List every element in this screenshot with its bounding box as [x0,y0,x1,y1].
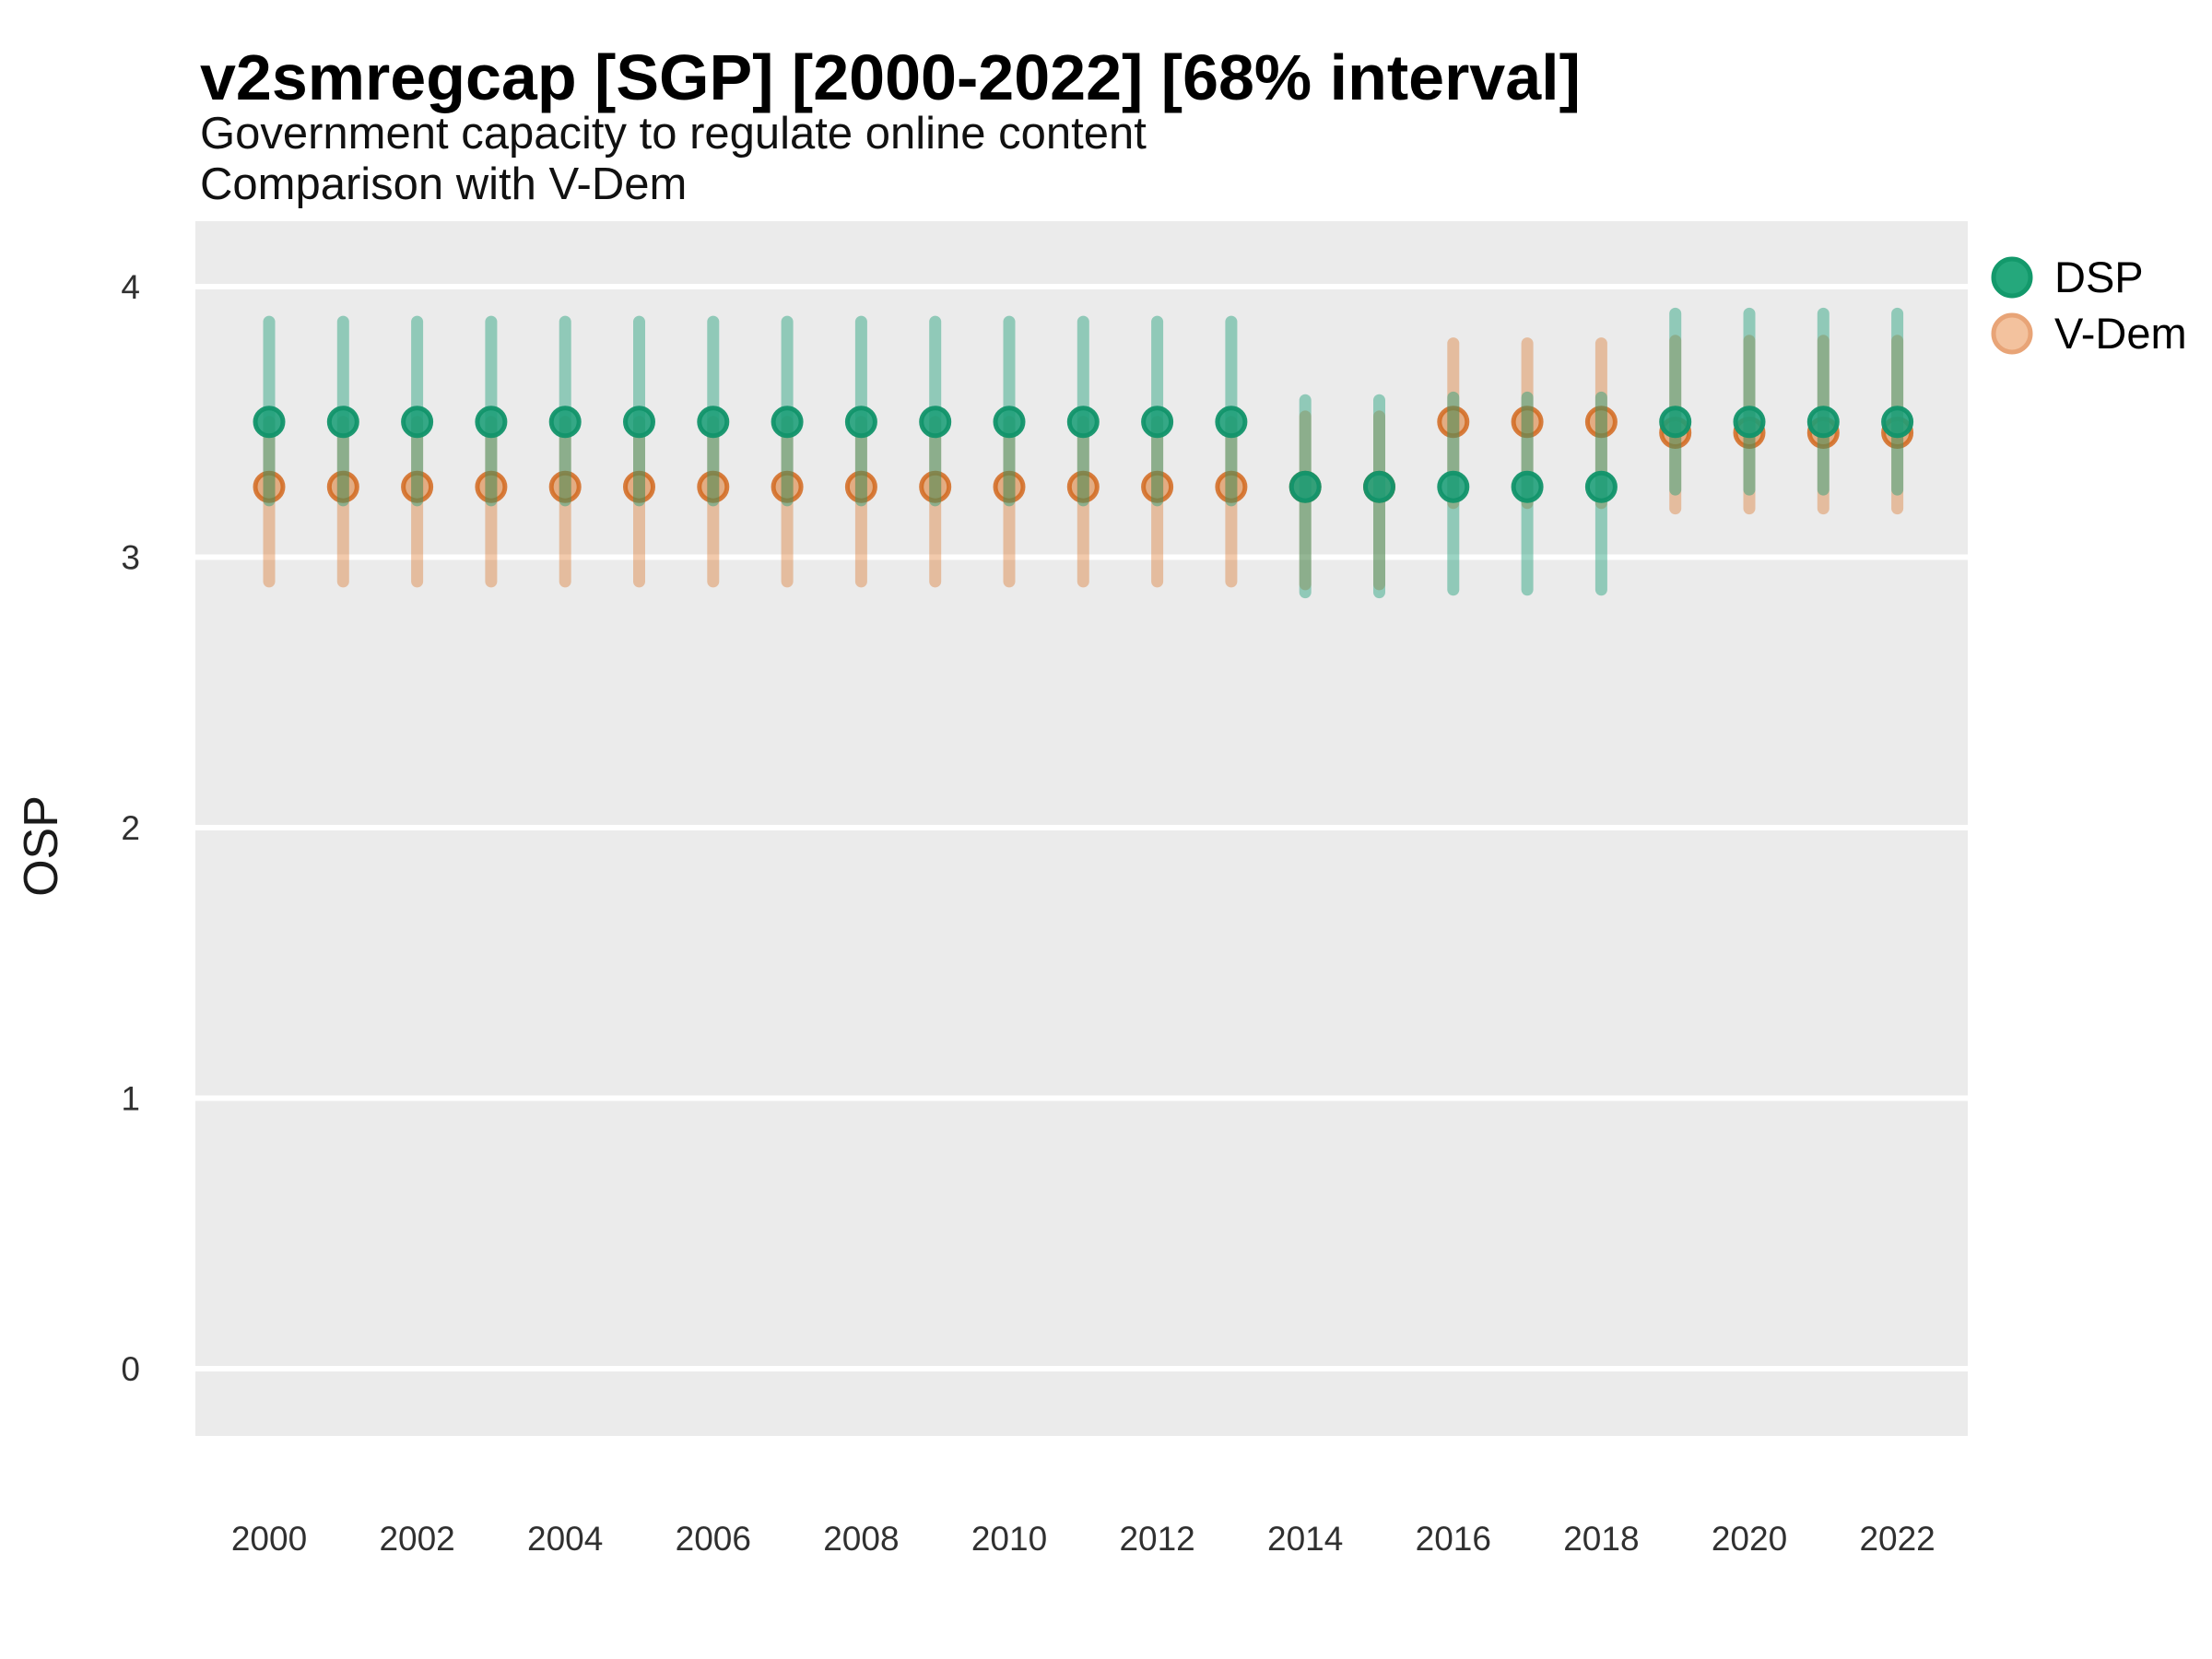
v-dem-point-2012 [1141,470,1174,503]
dsp-point-2004 [548,406,582,439]
y-axis-tick-labels: 4 3 2 1 0 [121,268,140,1388]
v-dem-point-2016 [1437,406,1470,439]
v-dem-point-2003 [475,470,508,503]
dsp-point-2021 [1806,406,1840,439]
dsp-point-2016 [1437,470,1470,503]
legend-vdem-label: V-Dem [2054,309,2187,358]
v-dem-point-2005 [623,470,655,503]
dsp-point-2022 [1881,406,1914,439]
legend-dsp-swatch-icon [1991,256,2033,299]
x-tick-label: 2018 [1563,1520,1639,1558]
chart-subtitle-line2: Comparison with V-Dem [200,159,687,209]
points-dsp [253,406,1914,503]
v-dem-point-2006 [697,470,730,503]
x-tick-label: 2010 [971,1520,1047,1558]
dsp-point-2015 [1363,470,1395,503]
x-tick-label: 2006 [676,1520,751,1558]
dsp-point-2017 [1511,470,1544,503]
v-dem-point-2011 [1066,470,1100,503]
v-dem-point-2007 [771,470,804,503]
dsp-point-2013 [1215,406,1248,439]
x-tick-label: 2008 [823,1520,899,1558]
x-tick-label: 2012 [1119,1520,1194,1558]
y-tick-label: 2 [121,809,140,847]
v-dem-point-2008 [844,470,877,503]
dsp-point-2007 [771,406,804,439]
v-dem-point-2001 [326,470,359,503]
y-tick-label: 0 [121,1350,140,1388]
x-tick-label: 2016 [1416,1520,1491,1558]
dsp-point-2002 [401,406,434,439]
v-dem-point-2004 [548,470,582,503]
dsp-point-2000 [253,406,286,439]
interval-bars-layer [253,307,1914,599]
x-tick-label: 2000 [231,1520,307,1558]
x-tick-label: 2022 [1859,1520,1935,1558]
x-tick-label: 2002 [379,1520,454,1558]
x-tick-label: 2020 [1712,1520,1787,1558]
dsp-point-2005 [623,406,655,439]
dsp-point-2014 [1288,470,1322,503]
dsp-point-2003 [475,406,508,439]
legend-vdem-swatch-icon [1991,312,2033,355]
gridline-layer [195,284,1968,1371]
v-dem-point-2010 [993,470,1026,503]
x-tick-label: 2004 [527,1520,603,1558]
v-dem-point-2017 [1511,406,1544,439]
legend-dsp-label: DSP [2054,253,2144,301]
dsp-point-2009 [919,406,952,439]
y-tick-label: 1 [121,1080,140,1118]
v-dem-point-2018 [1584,406,1618,439]
chart-subtitle-line1: Government capacity to regulate online c… [200,109,1147,159]
dsp-point-2018 [1584,470,1618,503]
dsp-point-2008 [844,406,877,439]
chart-title: v2smregcap [SGP] [2000-2022] [68% interv… [200,41,1581,113]
dsp-point-2020 [1733,406,1766,439]
v-dem-point-2000 [253,470,286,503]
dsp-point-2019 [1659,406,1692,439]
legend: DSP V-Dem [1991,253,2187,358]
x-tick-label: 2014 [1267,1520,1343,1558]
x-axis-tick-labels: 2000 2002 2004 2006 2008 2010 2012 2014 2016 2018… [231,1520,1936,1558]
y-axis-title: OSP [15,795,68,897]
dsp-point-2006 [697,406,730,439]
dsp-point-2001 [326,406,359,439]
dsp-point-2012 [1141,406,1174,439]
v-dem-point-2009 [919,470,952,503]
dsp-point-2011 [1066,406,1100,439]
y-tick-label: 3 [121,539,140,577]
y-tick-label: 4 [121,268,140,306]
v-dem-point-2002 [401,470,434,503]
dsp-point-2010 [993,406,1026,439]
v-dem-point-2013 [1215,470,1248,503]
